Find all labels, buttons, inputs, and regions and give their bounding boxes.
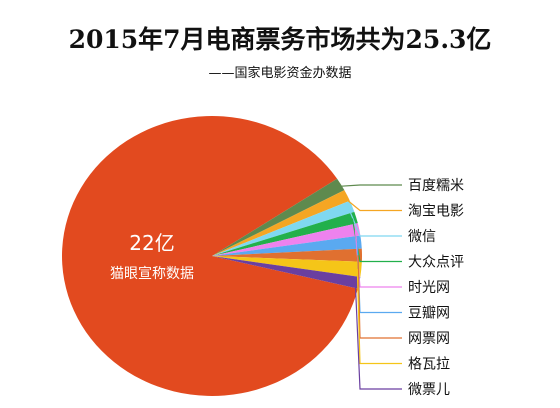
pie-slices: [62, 115, 362, 396]
chart-subtitle: ——国家电影资金办数据: [208, 66, 352, 81]
pie-slice-main: [62, 115, 358, 396]
pie-slice-7: [212, 248, 362, 262]
legend-label-1: 百度糯米: [408, 178, 464, 194]
legend-label-8: 格瓦拉: [408, 357, 450, 373]
pie-slice-6: [212, 235, 362, 256]
legend-label-2: 淘宝电影: [408, 204, 464, 220]
pie-slice-1: [212, 178, 345, 256]
main-slice-value-label: 22亿: [129, 231, 174, 255]
leader-line-7: [357, 255, 402, 339]
legend-label-9: 微票儿: [408, 382, 450, 398]
legend-label-3: 微信: [408, 229, 436, 245]
chart-title: 2015年7月电商票务市场共为25.3亿: [68, 25, 492, 54]
leader-line-5: [354, 230, 402, 288]
leader-lines: [337, 184, 402, 390]
legend-label-6: 豆瓣网: [408, 306, 450, 322]
legend-label-5: 时光网: [408, 280, 450, 296]
legend-label-4: 大众点评: [408, 255, 464, 271]
leader-line-3: [347, 207, 402, 237]
legend-label-7: 网票网: [408, 331, 450, 347]
pie-slice-9: [212, 256, 361, 289]
pie-slice-5: [212, 223, 361, 256]
pie-slice-3: [212, 200, 355, 256]
pie-slice-4: [212, 211, 358, 256]
leader-line-8: [356, 269, 402, 365]
main-slice-name-label: 猫眼宣称数据: [110, 266, 194, 282]
pie-slice-8: [212, 256, 362, 278]
leader-line-2: [343, 196, 402, 212]
leader-line-9: [354, 282, 402, 390]
leader-line-1: [337, 184, 402, 188]
pie-slice-2: [212, 190, 350, 256]
leader-line-6: [356, 242, 402, 314]
leader-line-4: [351, 218, 402, 263]
